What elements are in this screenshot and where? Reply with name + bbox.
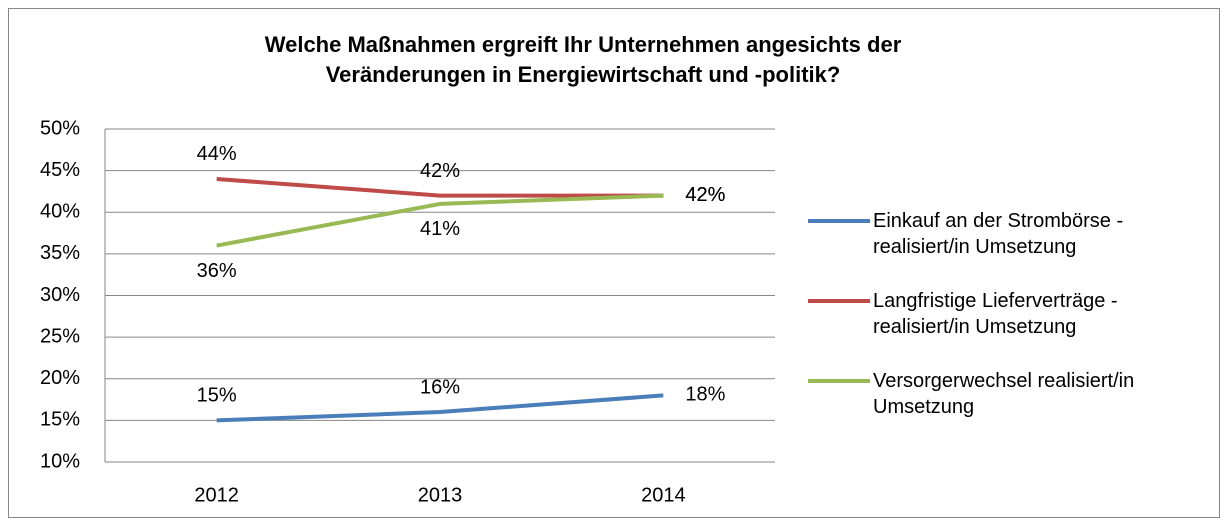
x-tick-label: 2012 (194, 484, 239, 506)
y-tick-label: 25% (40, 325, 80, 347)
data-label: 36% (197, 260, 237, 282)
data-label: 42% (420, 160, 460, 182)
data-label: 44% (197, 143, 237, 165)
data-label: 41% (420, 218, 460, 240)
y-tick-label: 50% (40, 117, 80, 139)
y-tick-label: 40% (40, 201, 80, 223)
series-line (216, 176, 664, 198)
y-tick-label: 45% (40, 159, 80, 181)
data-label: 18% (685, 384, 725, 406)
series-line (216, 193, 664, 248)
x-tick-label: 2014 (641, 484, 686, 506)
y-tick-label: 35% (40, 242, 80, 264)
y-tick-label: 20% (40, 367, 80, 389)
y-tick-label: 15% (40, 409, 80, 431)
data-label: 42% (685, 184, 725, 206)
legend-label: Versorgerwechsel realisiert/in Umsetzung (873, 370, 1135, 418)
y-tick-label: 10% (40, 450, 80, 472)
series-line (216, 393, 664, 423)
data-label: 15% (197, 385, 237, 407)
y-tick-label: 30% (40, 284, 80, 306)
legend-label: Langfristige Lieferverträge - realisiert… (873, 290, 1118, 338)
chart-title: Welche Maßnahmen ergreift Ihr Unternehme… (264, 32, 902, 87)
chart-frame (8, 8, 1220, 518)
data-label: 42% (685, 184, 725, 206)
data-label: 16% (420, 376, 460, 398)
x-tick-label: 2013 (418, 484, 463, 506)
legend-label: Einkauf an der Strombörse - realisiert/i… (873, 210, 1124, 258)
